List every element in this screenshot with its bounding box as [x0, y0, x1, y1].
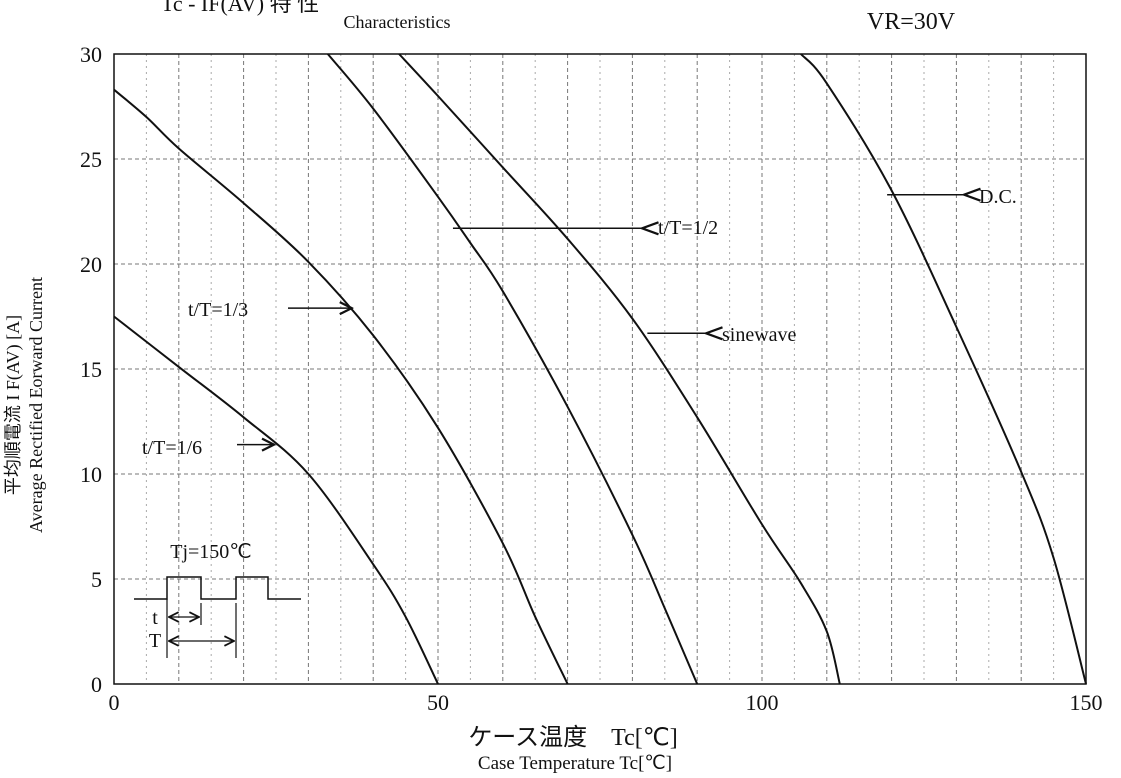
series-line-d-c — [800, 53, 1087, 685]
pulse-waveform — [134, 576, 301, 600]
x-tick-label: 150 — [1070, 690, 1103, 715]
plot-frame — [113, 53, 1087, 685]
y-axis-label-jp: 平均順電流 I F(AV) [A] — [3, 315, 24, 495]
inset-tj-label: Tj=150℃ — [170, 541, 252, 563]
x-tick-label: 100 — [746, 690, 779, 715]
y-tick-label: 5 — [91, 567, 102, 592]
x-tick-label: 50 — [427, 690, 449, 715]
chart-subtitle: Characteristics — [344, 12, 451, 32]
inset-T-label: T — [149, 630, 161, 652]
inset-t-label: t — [152, 607, 158, 629]
annotation-label-t-t-1-3: t/T=1/3 — [188, 299, 248, 321]
x-tick-label: 0 — [109, 690, 120, 715]
y-tick-label: 0 — [91, 672, 102, 697]
series-line-t-t-1-3 — [113, 88, 569, 685]
annotation-label-sinewave: sinewave — [722, 324, 797, 346]
y-axis-label-en: Average Rectified Eorward Current — [26, 277, 46, 533]
series-line-t-t-1-6 — [113, 315, 439, 685]
y-tick-label: 20 — [80, 252, 102, 277]
series-line-t-t-1-2 — [327, 53, 699, 685]
y-tick-label: 15 — [80, 357, 102, 382]
condition-label: VR=30V — [867, 9, 956, 35]
annotation-label-t-t-1-2: t/T=1/2 — [658, 217, 718, 239]
x-axis-label-jp: ケース温度 Tc[℃] — [468, 724, 677, 751]
series-line-sinewave — [398, 53, 841, 685]
chart-title: Tc - IF(AV) 特 性 — [161, 0, 319, 16]
pulse-waveform-inset: Tj=150℃ t T — [134, 541, 301, 658]
y-tick-label: 30 — [80, 42, 102, 67]
x-axis-label-en: Case Temperature Tc[℃] — [478, 753, 672, 774]
y-tick-label: 25 — [80, 147, 102, 172]
annotation-label-t-t-1-6: t/T=1/6 — [142, 437, 202, 459]
annotation-label-d-c: D.C. — [979, 186, 1017, 208]
y-tick-label: 10 — [80, 462, 102, 487]
